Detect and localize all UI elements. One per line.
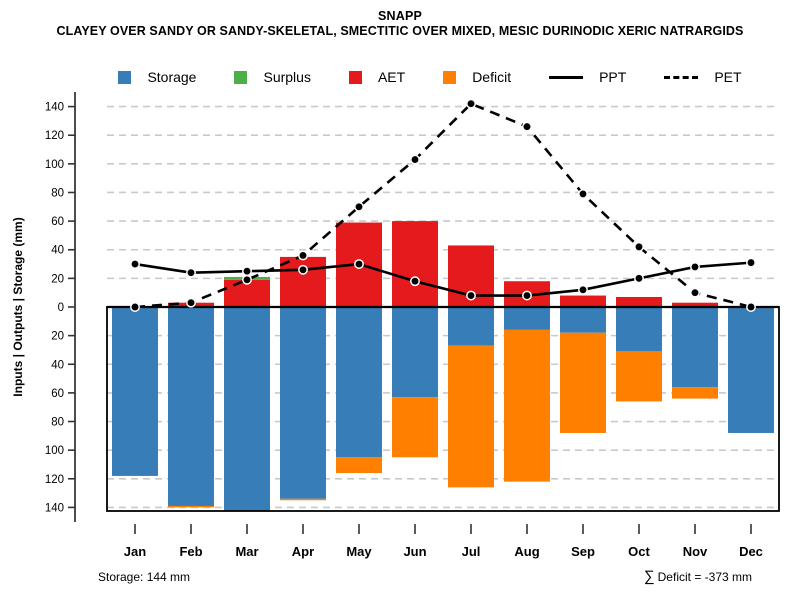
svg-text:Nov: Nov	[683, 544, 708, 559]
svg-text:Mar: Mar	[235, 544, 258, 559]
svg-text:Jun: Jun	[403, 544, 426, 559]
dashed-line-icon	[664, 75, 699, 79]
legend-item-ppt: PPT	[549, 69, 626, 85]
chart-subtitle: CLAYEY OVER SANDY OR SANDY-SKELETAL, SME…	[56, 24, 744, 38]
legend-label-pet: PET	[714, 69, 742, 85]
svg-text:May: May	[346, 544, 372, 559]
svg-text:40: 40	[51, 359, 64, 371]
legend-item-aet: AET	[348, 69, 406, 85]
sigma-symbol: ∑	[643, 568, 655, 585]
storage-total-label: Storage: 144 mm	[98, 570, 191, 584]
svg-text:20: 20	[51, 331, 64, 343]
deficit-sum-text: Deficit = -373 mm	[657, 570, 752, 584]
legend-label-storage: Storage	[147, 69, 197, 85]
storage-swatch-icon	[118, 70, 132, 84]
deficit-swatch-icon	[443, 70, 457, 84]
legend-label-aet: AET	[377, 69, 406, 85]
aet-swatch-icon	[348, 70, 362, 84]
svg-text:Jul: Jul	[462, 544, 481, 559]
svg-text:0: 0	[58, 302, 64, 314]
svg-text:120: 120	[45, 474, 64, 486]
chart-title: SNAPP	[377, 9, 423, 23]
solid-line-icon	[549, 75, 584, 79]
svg-text:100: 100	[45, 445, 64, 457]
svg-text:Dec: Dec	[739, 544, 763, 559]
svg-text:140: 140	[45, 102, 64, 114]
surplus-swatch-icon	[234, 70, 248, 84]
legend-label-deficit: Deficit	[472, 69, 512, 85]
legend-label-surplus: Surplus	[263, 69, 311, 85]
svg-text:80: 80	[51, 187, 64, 199]
svg-text:60: 60	[51, 388, 64, 400]
legend-item-pet: PET	[664, 69, 742, 85]
legend-item-surplus: Surplus	[234, 69, 311, 85]
legend-item-storage: Storage	[118, 69, 196, 85]
svg-text:Jan: Jan	[124, 544, 146, 559]
svg-text:Sep: Sep	[571, 544, 595, 559]
svg-text:40: 40	[51, 245, 64, 257]
svg-text:20: 20	[51, 273, 64, 285]
svg-text:Feb: Feb	[179, 544, 202, 559]
svg-text:120: 120	[45, 130, 64, 142]
legend-item-deficit: Deficit	[443, 69, 511, 85]
svg-text:60: 60	[51, 216, 64, 228]
svg-text:80: 80	[51, 417, 64, 429]
deficit-sum-label: ∑ Deficit = -373 mm	[644, 568, 752, 585]
svg-text:140: 140	[45, 502, 64, 514]
svg-text:Apr: Apr	[292, 544, 314, 559]
svg-text:Inputs | Outputs | Storage: Inputs | Outputs | Storage (mm)	[11, 217, 25, 396]
legend-label-ppt: PPT	[599, 69, 627, 85]
chart-legend: Storage Surplus AET Deficit PPT PET	[90, 66, 770, 88]
svg-text:100: 100	[45, 159, 64, 171]
svg-text:Aug: Aug	[514, 544, 539, 559]
svg-text:Oct: Oct	[628, 544, 650, 559]
